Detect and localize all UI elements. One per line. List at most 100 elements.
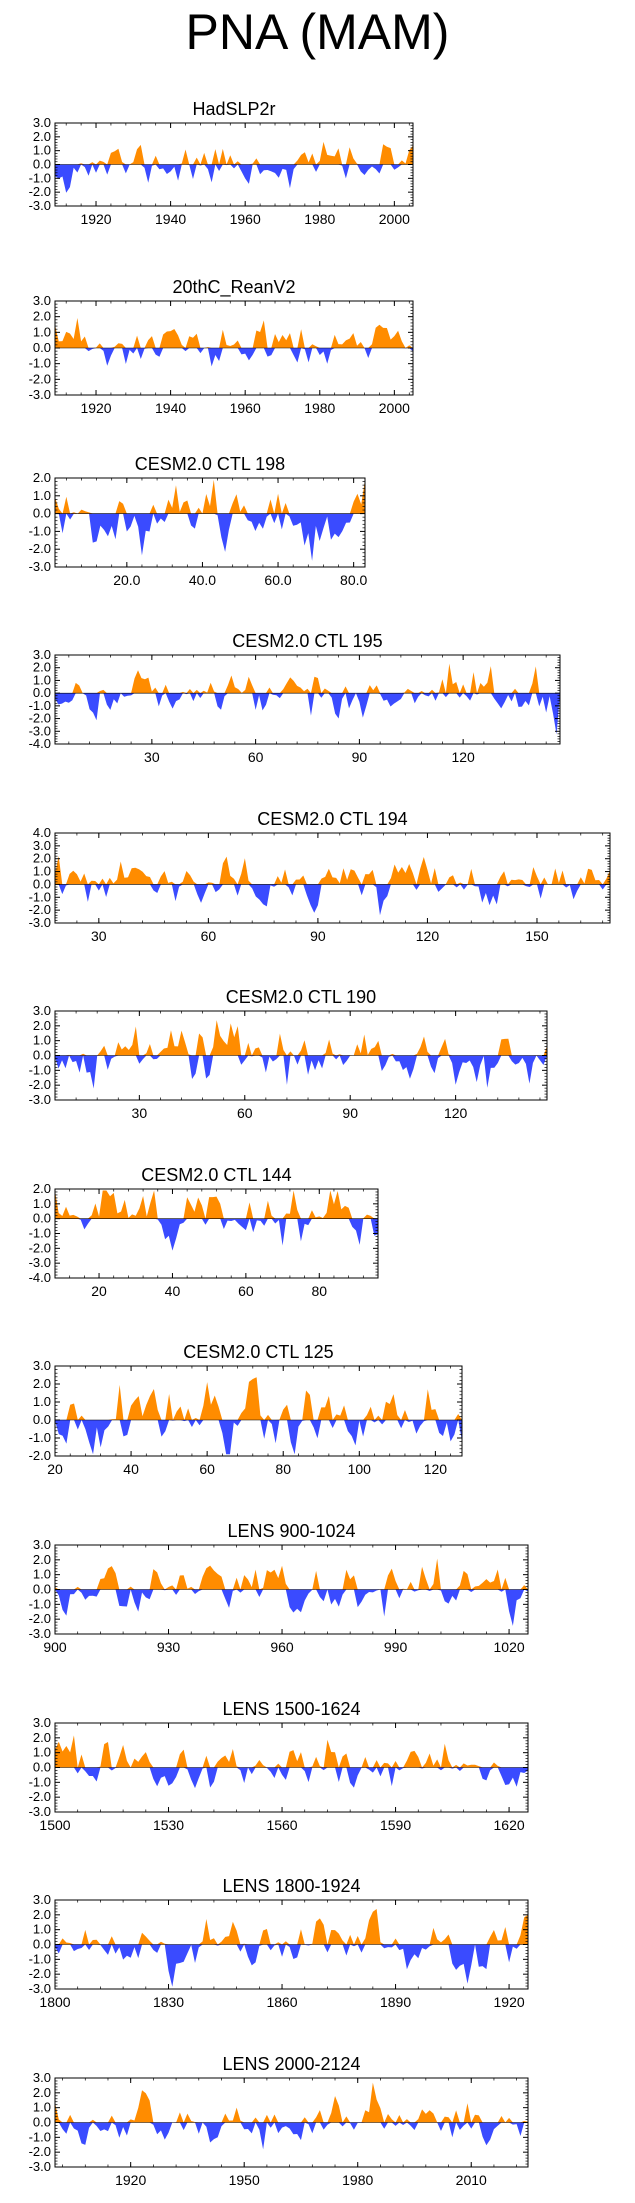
negative-area [55, 2122, 528, 2150]
y-tick-label: 0.0 [33, 340, 51, 355]
x-tick-label: 1960 [230, 211, 261, 227]
panel-title: LENS 900-1024 [227, 1521, 355, 1541]
page-title: PNA (MAM) [185, 4, 450, 60]
positive-area [55, 1735, 528, 1768]
x-tick-label: 60 [248, 749, 264, 765]
x-tick-label: 60 [237, 1105, 253, 1121]
x-tick-label: 1800 [39, 1994, 70, 2010]
chart-panel: 2.01.00.0-1.0-2.0-3.0-4.0 20 40 60 80 CESM2.0… [29, 1165, 379, 1299]
y-tick-label: -1.0 [29, 1774, 51, 1789]
x-tick-label: 90 [310, 928, 326, 944]
y-tick-label: 3.0 [33, 1003, 51, 1018]
x-tick-label: 1960 [230, 400, 261, 416]
x-tick-label: 120 [444, 1105, 468, 1121]
x-tick-label: 1940 [155, 211, 186, 227]
x-tick-label: 90 [352, 749, 368, 765]
y-tick-label: 0.0 [33, 1937, 51, 1952]
negative-area [55, 348, 413, 367]
x-tick-label: 120 [416, 928, 440, 944]
y-tick-label: 2.0 [33, 660, 51, 675]
y-tick-label: 3.0 [33, 115, 51, 130]
panel-title: 20thC_ReanV2 [172, 277, 295, 298]
x-tick-label: 1940 [155, 400, 186, 416]
x-tick-label: 1950 [229, 2172, 260, 2188]
panel-title: CESM2.0 CTL 198 [135, 454, 285, 474]
y-tick-label: 2.0 [33, 470, 51, 485]
plot-frame [54, 477, 366, 568]
y-tick-label: 2.0 [33, 2085, 51, 2100]
x-tick-label: 20.0 [113, 572, 140, 588]
y-tick-label: -2.0 [29, 184, 51, 199]
y-tick-label: -2.0 [29, 1611, 51, 1626]
panel-title: CESM2.0 CTL 194 [257, 809, 407, 829]
y-tick-label: 1.0 [33, 672, 51, 687]
y-tick-label: 0.0 [33, 876, 51, 891]
panel-title: CESM2.0 CTL 125 [183, 1342, 333, 1362]
y-tick-label: 3.0 [33, 1358, 51, 1373]
y-tick-label: 2.0 [33, 309, 51, 324]
x-tick-label: 1920 [494, 1994, 525, 2010]
x-tick-label: 30 [91, 928, 107, 944]
x-tick-label: 1860 [266, 1994, 297, 2010]
y-tick-label: -1.0 [29, 1062, 51, 1077]
y-tick-label: 2.0 [33, 1552, 51, 1567]
x-tick-label: 1830 [153, 1994, 184, 2010]
x-tick-label: 2000 [379, 211, 410, 227]
x-tick-label: 1980 [342, 2172, 373, 2188]
x-tick-label: 2010 [456, 2172, 487, 2188]
y-tick-label: 1.0 [33, 324, 51, 339]
y-tick-label: -3.0 [29, 1626, 51, 1641]
y-tick-label: -1.0 [29, 356, 51, 371]
x-tick-label: 1560 [266, 1817, 297, 1833]
y-tick-label: -2.0 [29, 541, 51, 556]
chart-panel: 3.02.01.00.0-1.0-2.0-3.0 30 60 90 120 CESM2.0… [29, 987, 548, 1121]
y-tick-label: 1.0 [33, 1567, 51, 1582]
x-tick-label: 30 [144, 749, 160, 765]
x-tick-label: 1530 [153, 1817, 184, 1833]
x-tick-label: 1920 [80, 211, 111, 227]
x-tick-label: 900 [43, 1639, 67, 1655]
y-tick-label: -2.0 [29, 1789, 51, 1804]
negative-area [55, 1218, 378, 1251]
negative-area [55, 1944, 528, 1987]
chart-panel: 3.0 2.0 1.0 0.0 -1.0 -2.020 40 60 80 100 120 CESM2.… [29, 1342, 463, 1477]
y-tick-label: 0.0 [33, 157, 51, 172]
y-tick-label: -1.0 [29, 698, 51, 713]
x-tick-label: 20 [47, 1461, 63, 1477]
y-tick-label: 2.0 [33, 851, 51, 866]
y-tick-label: 2.0 [33, 129, 51, 144]
y-tick-label: -1.0 [29, 523, 51, 538]
y-tick-label: -3.0 [29, 915, 51, 930]
y-tick-label: -3.0 [29, 2159, 51, 2174]
x-tick-label: 20 [91, 1283, 107, 1299]
x-tick-label: 1920 [80, 400, 111, 416]
y-tick-label: -3.0 [29, 723, 51, 738]
y-tick-label: -3.0 [29, 1804, 51, 1819]
y-tick-label: 1.0 [33, 1922, 51, 1937]
y-tick-label: 0.0 [33, 1048, 51, 1063]
y-tick-label: -1.0 [29, 1226, 51, 1241]
x-tick-label: 40.0 [189, 572, 216, 588]
chart-panel: 2.0 1.0 0.0 -1.0 -2.0 -3.0 20.0 40.0 60.0 80.0 CES… [29, 454, 368, 588]
chart-panel: 4.03.02.01.00.0-1.0-2.0-3.0 30 60 90 120 150 C… [29, 809, 611, 944]
y-tick-label: 2.0 [33, 1907, 51, 1922]
panel-title: CESM2.0 CTL 190 [226, 987, 376, 1007]
positive-area [55, 856, 610, 885]
y-tick-label: -2.0 [29, 1077, 51, 1092]
y-tick-label: -3.0 [29, 198, 51, 213]
x-tick-label: 80 [311, 1283, 327, 1299]
y-tick-label: -4.0 [29, 1270, 51, 1285]
y-tick-label: 0.0 [33, 506, 51, 521]
positive-area [55, 1190, 378, 1219]
y-tick-label: -1.0 [29, 170, 51, 185]
negative-area [55, 884, 610, 916]
positive-area [55, 1558, 528, 1590]
y-tick-label: -2.0 [29, 371, 51, 386]
y-tick-label: 3.0 [33, 1537, 51, 1552]
x-tick-label: 1890 [380, 1994, 411, 2010]
x-tick-label: 80 [275, 1461, 291, 1477]
chart-panel: 3.02.01.00.0-1.0-2.0-3.0-4.0 30 60 90 120 CES… [29, 631, 561, 765]
y-tick-label: 3.0 [33, 838, 51, 853]
